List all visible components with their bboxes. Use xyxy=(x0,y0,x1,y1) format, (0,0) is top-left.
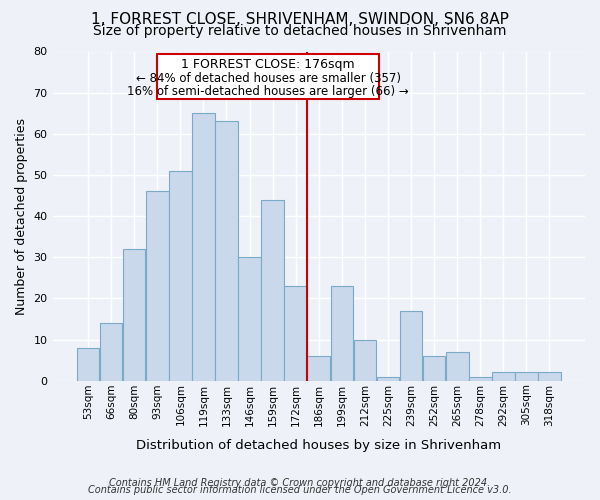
Bar xyxy=(238,258,261,380)
Text: 1 FORREST CLOSE: 176sqm: 1 FORREST CLOSE: 176sqm xyxy=(181,58,355,71)
Bar xyxy=(146,192,169,380)
Bar xyxy=(446,352,469,380)
Bar xyxy=(262,200,284,380)
Bar xyxy=(331,286,353,380)
Bar xyxy=(100,323,122,380)
Bar xyxy=(157,54,379,99)
Text: Contains HM Land Registry data © Crown copyright and database right 2024.: Contains HM Land Registry data © Crown c… xyxy=(109,478,491,488)
Text: 1, FORREST CLOSE, SHRIVENHAM, SWINDON, SN6 8AP: 1, FORREST CLOSE, SHRIVENHAM, SWINDON, S… xyxy=(91,12,509,27)
Bar xyxy=(469,376,491,380)
Bar xyxy=(123,249,145,380)
Bar xyxy=(400,311,422,380)
Bar xyxy=(377,376,399,380)
Bar xyxy=(538,372,561,380)
Text: Contains public sector information licensed under the Open Government Licence v3: Contains public sector information licen… xyxy=(88,485,512,495)
Y-axis label: Number of detached properties: Number of detached properties xyxy=(15,118,28,314)
Bar xyxy=(284,286,307,380)
Text: ← 84% of detached houses are smaller (357): ← 84% of detached houses are smaller (35… xyxy=(136,72,401,85)
X-axis label: Distribution of detached houses by size in Shrivenham: Distribution of detached houses by size … xyxy=(136,440,502,452)
Bar xyxy=(192,113,215,380)
Bar xyxy=(353,340,376,380)
Bar xyxy=(492,372,515,380)
Bar xyxy=(77,348,100,380)
Bar xyxy=(215,122,238,380)
Text: 16% of semi-detached houses are larger (66) →: 16% of semi-detached houses are larger (… xyxy=(127,84,409,98)
Bar xyxy=(169,171,191,380)
Bar xyxy=(423,356,445,380)
Bar xyxy=(515,372,538,380)
Bar xyxy=(307,356,330,380)
Text: Size of property relative to detached houses in Shrivenham: Size of property relative to detached ho… xyxy=(93,24,507,38)
